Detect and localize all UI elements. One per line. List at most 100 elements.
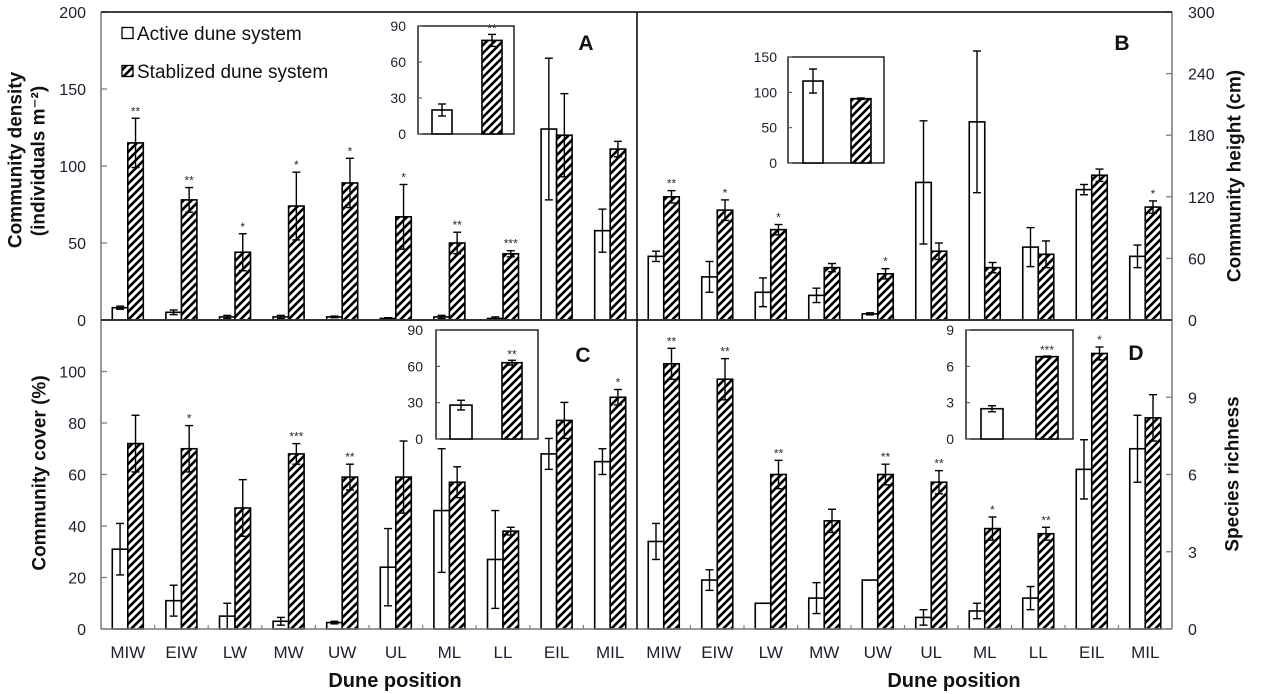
bar-stabilized-uw — [876, 473, 895, 630]
error-bar-active-lw — [223, 314, 232, 320]
inset-bar-stabilized — [481, 39, 503, 135]
x-tick-label: UW — [864, 643, 892, 662]
significance-label: * — [723, 186, 728, 200]
x-tick-label: EIW — [701, 643, 733, 662]
error-bar-stabilized-eil — [560, 401, 569, 440]
y-tick-label: 50 — [68, 236, 86, 253]
bar-stabilized-ml — [983, 266, 1002, 321]
y-tick-label: 0 — [1188, 313, 1197, 330]
error-bar-active-ul — [384, 527, 393, 607]
significance-label: * — [294, 158, 299, 172]
significance-label: ** — [667, 334, 677, 348]
error-bar-active-eiw — [705, 260, 714, 293]
significance-label: * — [616, 376, 621, 390]
y-tick-label: 80 — [68, 416, 86, 433]
error-bar-stabilized-ll — [506, 249, 515, 258]
y-axis-title: Community density — [6, 71, 27, 248]
significance-label: ** — [1041, 513, 1051, 527]
x-tick-label: MIL — [1131, 643, 1159, 662]
significance-label: *** — [504, 237, 518, 251]
y-tick-label: 9 — [1188, 390, 1197, 407]
error-bar-stabilized-miw — [131, 117, 140, 169]
error-bar-active-ul — [919, 120, 928, 245]
y-tick-label: 200 — [59, 5, 86, 22]
error-bar-stabilized-uw — [881, 267, 890, 280]
significance-label: * — [401, 170, 406, 184]
error-bar-active-eil — [1080, 439, 1088, 500]
bar-stabilized-lw — [769, 228, 788, 321]
inset-y-tick-label: 150 — [754, 49, 778, 65]
inset-y-tick-label: 0 — [398, 126, 406, 142]
legend-label: Active dune system — [137, 24, 302, 45]
bar-stabilized-eiw — [716, 378, 734, 630]
inset-y-tick-label: 0 — [769, 155, 777, 171]
significance-label: * — [187, 412, 192, 426]
bar-active-mil — [593, 460, 612, 630]
error-bar-stabilized-uw — [881, 463, 890, 486]
x-tick-label: ML — [973, 643, 997, 662]
error-bar-stabilized-eil — [560, 92, 569, 178]
legend-swatch-active — [121, 26, 134, 40]
bar-stabilized-ml — [983, 527, 1002, 630]
bar-stabilized-mw — [823, 266, 841, 321]
x-tick-label: ML — [438, 643, 462, 662]
significance-label: * — [990, 503, 995, 517]
inset-error-bar — [857, 97, 865, 101]
inset-y-tick-label: 30 — [407, 395, 423, 411]
bar-stabilized-lw — [769, 473, 788, 630]
error-bar-active-ml — [973, 602, 981, 620]
inset-y-tick-label: 3 — [946, 395, 954, 411]
bar-stabilized-ll — [1037, 532, 1055, 630]
inset-b: 0 50 100 150 — [754, 49, 885, 171]
inset-y-tick-label: 60 — [390, 54, 406, 70]
significance-label: ** — [720, 345, 730, 359]
error-bar-active-ll — [1026, 226, 1035, 268]
error-bar-active-mw — [812, 287, 821, 304]
x-tick-label: EIL — [544, 643, 570, 662]
x-tick-label: MW — [809, 643, 839, 662]
error-bar-active-ml — [973, 50, 981, 194]
error-bar-stabilized-ml — [453, 231, 462, 255]
error-bar-active-ll — [491, 509, 500, 610]
y-tick-label: 240 — [1188, 67, 1215, 84]
y-axis-title: Community height (cm) — [1225, 70, 1246, 282]
error-bar-stabilized-eiw — [721, 199, 729, 222]
error-bar-stabilized-ml — [453, 466, 462, 499]
x-tick-label: UL — [920, 643, 942, 662]
error-bar-active-mil — [598, 448, 607, 476]
y-tick-label: 150 — [59, 82, 86, 99]
error-bar-stabilized-eiw — [185, 424, 194, 473]
error-bar-active-mw — [276, 314, 285, 320]
significance-label: ** — [184, 174, 194, 188]
error-bar-stabilized-ll — [1042, 526, 1050, 541]
significance-label: * — [240, 220, 245, 234]
y-tick-label: 60 — [1188, 251, 1206, 268]
error-bar-stabilized-ll — [506, 526, 515, 536]
x-tick-label: LL — [1029, 643, 1048, 662]
error-bar-active-eiw — [169, 584, 178, 617]
legend-swatch-stabilized — [121, 64, 134, 78]
bar-stabilized-mw — [823, 520, 841, 630]
inset-error-bar — [1043, 355, 1051, 358]
y-tick-label: 300 — [1188, 5, 1215, 22]
inset-y-tick-label: 50 — [761, 120, 777, 136]
significance-label: ** — [774, 446, 784, 460]
inset-error-bar — [988, 404, 996, 413]
x-tick-label: LL — [494, 643, 513, 662]
error-bar-stabilized-miw — [667, 347, 676, 380]
y-tick-label: 40 — [68, 519, 86, 536]
error-bar-stabilized-lw — [774, 223, 783, 236]
inset-y-tick-label: 60 — [407, 358, 423, 374]
bar-stabilized-eil — [555, 419, 573, 630]
bar-stabilized-eiw — [180, 199, 198, 321]
inset-y-tick-label: 9 — [946, 322, 954, 338]
legend-label: Stablized dune system — [137, 62, 328, 83]
error-bar-active-eiw — [169, 309, 178, 316]
bar-stabilized-eil — [1090, 352, 1109, 630]
error-bar-stabilized-mil — [613, 388, 622, 406]
bar-stabilized-uw — [876, 272, 895, 321]
significance-label: ** — [667, 177, 677, 191]
inset-error-bar — [438, 103, 446, 117]
error-bar-stabilized-uw — [345, 463, 354, 491]
bar-stabilized-miw — [662, 362, 681, 630]
